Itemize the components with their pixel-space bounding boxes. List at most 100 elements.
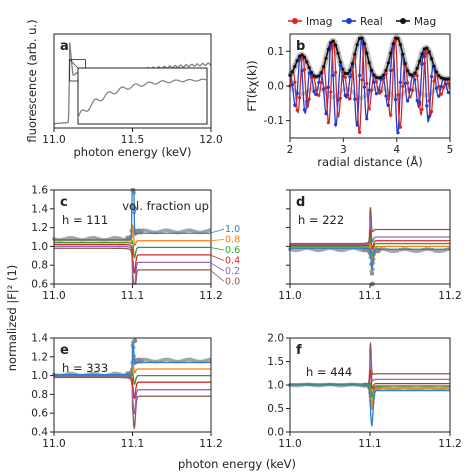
- mag-point: [382, 73, 386, 77]
- mag-point: [312, 74, 316, 78]
- fraction-leader: [209, 246, 225, 251]
- mag-point: [410, 73, 414, 77]
- mag-point: [346, 72, 350, 76]
- imag-point: [319, 80, 323, 85]
- y-tick-label: 0.5: [267, 403, 284, 415]
- x-tick-label: 11.0: [278, 290, 301, 302]
- y-tick-label: 0.0: [267, 81, 284, 93]
- y-tick-label: 1.0: [267, 380, 284, 392]
- real-point: [420, 62, 424, 66]
- imag-point: [360, 78, 364, 82]
- x-tick-label: 3: [340, 144, 347, 156]
- panel-e: 11.0 11.1 11.2 0.4 0.6 0.8 1.0 1.2 1.4 h = 333 e: [31, 333, 222, 451]
- measured-point: [147, 358, 152, 363]
- mag-point: [396, 36, 400, 41]
- fraction-leader: [209, 228, 225, 234]
- x-tick-label: 12.0: [199, 134, 222, 146]
- real-point: [295, 91, 299, 96]
- measured-point: [191, 358, 196, 363]
- imag-point: [350, 73, 354, 77]
- mag-point: [430, 57, 434, 61]
- real-point: [427, 115, 431, 119]
- series-fraction-1.0: [54, 189, 211, 241]
- figure-ylabel: normalized |F|² (1): [5, 265, 19, 371]
- imag-point: [298, 96, 302, 100]
- mag-point: [415, 66, 419, 70]
- real-point: [391, 45, 395, 49]
- measured-point: [339, 248, 344, 253]
- measured-point: [204, 358, 209, 363]
- y-tick-label: 0.4: [31, 427, 48, 439]
- x-tick-label: 11.2: [438, 438, 461, 450]
- mag-point: [427, 50, 431, 54]
- panel-label-c: c: [60, 195, 68, 210]
- imag-point: [336, 114, 340, 118]
- fraction-leader: [209, 269, 225, 282]
- imag-point: [422, 61, 426, 66]
- x-tick-label: 11.5: [121, 134, 144, 146]
- mag-point: [322, 65, 326, 69]
- mag-point: [398, 43, 402, 47]
- imag-point: [341, 71, 345, 75]
- real-point: [324, 111, 328, 116]
- imag-point: [300, 57, 304, 61]
- mag-point: [362, 42, 366, 46]
- mag-point: [420, 52, 424, 56]
- mag-point: [348, 68, 352, 72]
- x-tick-label: 11.0: [42, 290, 65, 302]
- fraction-label-0.0: 0.0: [225, 277, 240, 288]
- mag-point: [418, 59, 422, 63]
- real-point: [374, 92, 378, 96]
- real-point: [343, 93, 347, 97]
- mag-point: [367, 61, 371, 65]
- y-tick-label: 1.4: [31, 333, 48, 345]
- mag-point: [350, 61, 354, 66]
- series-fraction-1.0: [54, 341, 211, 376]
- mag-point: [338, 60, 342, 64]
- real-point: [350, 65, 354, 69]
- mag-point: [305, 60, 309, 64]
- panel-label-d: d: [296, 195, 305, 210]
- imag-point: [326, 121, 330, 125]
- panel-label-b: b: [296, 39, 305, 54]
- y-tick-label: 0.6: [31, 279, 48, 291]
- series-fraction-1.0: [290, 384, 450, 428]
- y-tick-label: 1.2: [31, 351, 48, 363]
- mag-point: [343, 71, 347, 75]
- miller-index-label: h = 111: [62, 213, 108, 227]
- imag-point: [437, 84, 441, 89]
- imag-point: [343, 75, 347, 80]
- fraction-label-0.6: 0.6: [225, 245, 240, 256]
- imag-point: [430, 109, 434, 114]
- real-point: [439, 84, 443, 89]
- mag-point: [324, 56, 328, 60]
- measured-point: [440, 248, 444, 253]
- y-tick-label: 1.2: [31, 222, 48, 234]
- measured-point: [411, 248, 416, 253]
- x-axis-label: photon energy (keV): [73, 145, 191, 159]
- real-point: [444, 82, 448, 86]
- fraction-label-0.4: 0.4: [225, 256, 240, 267]
- real-point: [425, 104, 429, 108]
- series-mag-halo: [287, 34, 451, 83]
- mag-point: [298, 54, 302, 58]
- mag-point: [360, 36, 364, 40]
- figure-xlabel: photon energy (keV): [178, 457, 296, 471]
- imag-point: [367, 107, 371, 111]
- imag-point: [391, 68, 395, 72]
- imag-point: [329, 90, 333, 94]
- mag-point: [442, 77, 446, 81]
- panel-d: 11.0 11.1 11.2 h = 222 d: [278, 189, 462, 302]
- real-point: [396, 131, 400, 135]
- real-point: [334, 122, 338, 127]
- x-tick-label: 4: [393, 144, 400, 156]
- mag-point: [379, 75, 383, 79]
- y-tick-label: 0.6: [31, 408, 48, 420]
- measured-point: [160, 228, 165, 233]
- real-point: [326, 85, 330, 89]
- mag-point: [365, 51, 369, 55]
- measured-point: [144, 357, 149, 362]
- measured-point: [388, 249, 393, 254]
- imag-point: [418, 103, 422, 107]
